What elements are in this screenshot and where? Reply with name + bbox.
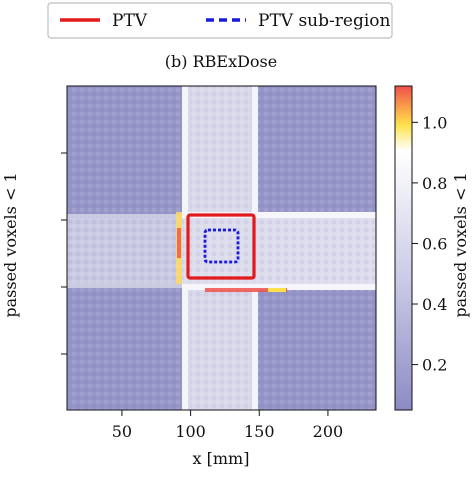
colorbar-tick-label: 0.4 bbox=[422, 295, 447, 314]
hot-voxels-left-red bbox=[177, 228, 181, 258]
colorbar-label: passed voxels < 1 bbox=[451, 172, 470, 317]
y-axis-label: passed voxels < 1 bbox=[1, 172, 20, 317]
legend: PTV PTV sub-region bbox=[47, 2, 393, 39]
legend-label-ptv: PTV bbox=[112, 11, 148, 31]
ptv-subregion bbox=[203, 228, 240, 264]
colorbar-tick-label: 0.8 bbox=[422, 174, 447, 193]
x-tick-label: 150 bbox=[244, 422, 275, 441]
y-axis-ticks bbox=[61, 152, 67, 355]
colorbar: 0.2 0.4 0.6 0.8 1.0 passed voxels < 1 bbox=[394, 85, 470, 411]
colorbar-tick-label: 0.6 bbox=[422, 234, 447, 253]
ptv-region bbox=[186, 213, 256, 280]
plot-frame bbox=[66, 85, 377, 411]
cross-horizontal-band-edge-bottom bbox=[182, 284, 376, 290]
colorbar-tick-label: 1.0 bbox=[422, 113, 447, 132]
hot-voxels-bottom bbox=[205, 288, 287, 292]
heatmap-plot bbox=[66, 85, 377, 411]
x-axis-ticks: 50 100 150 200 bbox=[112, 410, 343, 441]
legend-label-ptv-subregion: PTV sub-region bbox=[258, 11, 390, 31]
x-tick-label: 50 bbox=[112, 422, 132, 441]
cross-horizontal-band-edge-top bbox=[182, 212, 376, 218]
chart-title: (b) RBExDose bbox=[165, 52, 277, 71]
colorbar-ticks: 0.2 0.4 0.6 0.8 1.0 bbox=[412, 113, 447, 375]
hot-voxels-bottom-yellow bbox=[268, 288, 286, 292]
x-axis-label: x [mm] bbox=[193, 449, 250, 468]
colorbar-gradient bbox=[394, 85, 413, 411]
colorbar-tick-label: 0.2 bbox=[422, 356, 447, 375]
x-tick-label: 200 bbox=[313, 422, 344, 441]
cross-horizontal-band-texture bbox=[67, 218, 376, 284]
x-tick-label: 100 bbox=[175, 422, 206, 441]
